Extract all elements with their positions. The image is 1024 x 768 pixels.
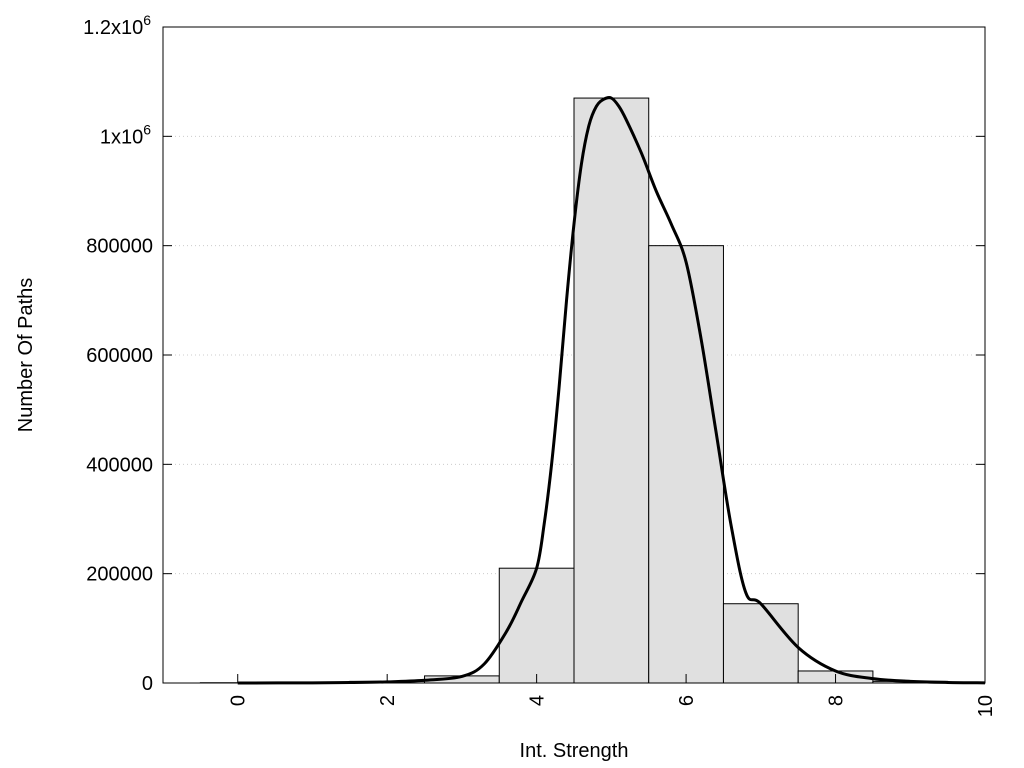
y-axis-ticks: 0 200000 400000 600000 800000 1x106 1.2x106 <box>83 12 985 695</box>
x-axis-ticks: 0 2 4 6 8 10 <box>228 674 997 717</box>
y-tick-label: 1.2x106 <box>83 12 151 39</box>
bars-layer <box>199 97 949 684</box>
x-tick-label: 8 <box>826 695 848 706</box>
y-tick-label: 400000 <box>86 454 153 476</box>
y-tick-label: 1x106 <box>100 121 151 148</box>
x-tick-label: 10 <box>975 695 997 717</box>
y-axis-title: Number Of Paths <box>15 278 37 433</box>
histogram-bar <box>573 97 650 684</box>
grid-layer <box>163 135 985 575</box>
x-tick-label: 0 <box>228 695 250 706</box>
histogram-bar <box>648 245 724 684</box>
x-tick-label: 6 <box>676 695 698 706</box>
x-axis-title: Int. Strength <box>520 740 629 762</box>
x-tick-label: 4 <box>527 695 549 706</box>
y-tick-label: 0 <box>142 673 153 695</box>
y-tick-exponent: 6 <box>143 121 151 137</box>
y-tick-label: 200000 <box>86 564 153 586</box>
y-tick-exponent: 6 <box>143 12 151 28</box>
y-tick-label: 800000 <box>86 236 153 258</box>
histogram-bar <box>722 603 799 684</box>
fit-curve <box>237 96 986 685</box>
y-tick-label: 600000 <box>86 345 153 367</box>
curve-layer <box>237 96 986 685</box>
x-tick-label: 2 <box>377 695 399 706</box>
